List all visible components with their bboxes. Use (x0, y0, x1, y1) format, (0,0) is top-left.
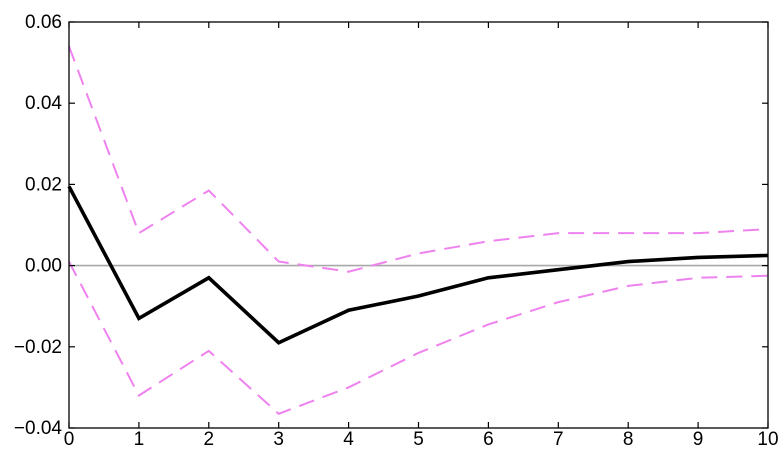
y-tick-label-0: 0.06 (25, 12, 62, 33)
y-tick-label-2: 0.02 (25, 174, 62, 195)
axis-layer (68, 21, 769, 429)
y-tick-label-4: −0.02 (14, 337, 62, 358)
x-tick-label-4: 4 (343, 429, 354, 450)
x-tick-label-0: 0 (64, 429, 75, 450)
label-layer: 0 1 2 3 4 5 6 7 8 9 10 0.06 0.04 0.02 0.00 −0.02 −0.04 (14, 12, 779, 450)
x-tick-label-2: 2 (204, 429, 215, 450)
x-tick-label-1: 1 (134, 429, 145, 450)
x-tick-label-5: 5 (413, 429, 424, 450)
x-tick-label-8: 8 (623, 429, 634, 450)
x-tick-label-10: 10 (757, 429, 778, 450)
y-tick-label-5: −0.04 (14, 418, 63, 439)
series-line-upper-band (68, 46, 769, 273)
x-tick-label-6: 6 (483, 429, 494, 450)
x-tick-label-7: 7 (553, 429, 564, 450)
series-line-impulse-response (67, 185, 769, 345)
plot-layer (67, 46, 769, 415)
y-tick-label-1: 0.04 (25, 93, 62, 114)
y-tick-label-3: 0.00 (25, 256, 62, 277)
x-tick-label-9: 9 (693, 429, 704, 450)
plot-frame (68, 21, 769, 429)
x-tick-label-3: 3 (273, 429, 284, 450)
series-line-lower-band (68, 261, 769, 415)
